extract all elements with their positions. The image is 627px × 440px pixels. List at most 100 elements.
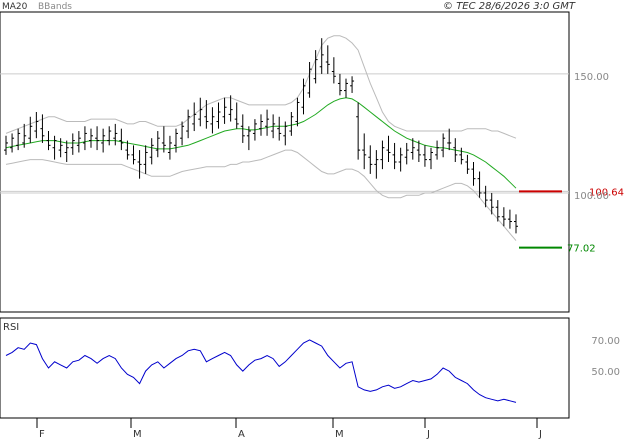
ohlc-bar (507, 209, 512, 229)
ohlc-bar (22, 123, 27, 148)
price-levels: 100.64 77.02 (519, 187, 624, 255)
x-tick-label: J (538, 429, 542, 440)
ohlc-bar (465, 154, 470, 174)
ohlc-bar (174, 128, 178, 153)
ohlc-bar (4, 135, 8, 155)
ohlc-bar (107, 126, 112, 146)
price-tick-label: 150.00 (574, 72, 609, 83)
x-tick-label: F (39, 429, 45, 440)
price-panel-frame (0, 11, 570, 313)
ohlc-bar (514, 214, 518, 234)
ohlc-bar (404, 142, 409, 165)
ohlc-bar (210, 107, 215, 134)
rsi-line (5, 339, 517, 403)
ohlc-bar (70, 133, 75, 155)
ohlc-bar (501, 207, 506, 227)
ohlc-bar (240, 114, 245, 143)
ohlc-bar (441, 133, 446, 158)
ohlc-bar (429, 147, 433, 170)
ohlc-bar (40, 114, 45, 143)
ohlc-bar (319, 38, 324, 74)
ohlc-bar (380, 140, 385, 170)
price-tick-label: 100.00 (574, 191, 609, 202)
x-tick-label: M (133, 429, 142, 440)
ohlc-bar (125, 140, 130, 160)
ohlc-bar (477, 171, 482, 198)
ohlc-bar (28, 116, 33, 143)
price-axis-labels: 150.00 100.00 (574, 72, 609, 202)
ohlc-bar (489, 192, 494, 215)
ohlc-bar (76, 131, 81, 153)
bollinger-bands (5, 35, 517, 241)
ohlc-bar (161, 126, 166, 153)
ohlc-bar (368, 145, 373, 174)
ohlc-bar (10, 133, 15, 153)
ohlc-bar (64, 140, 69, 162)
ohlc-bar (392, 142, 397, 170)
ohlc-bar (435, 140, 440, 160)
ohlc-bar (277, 116, 282, 141)
ohlc-bar (167, 135, 172, 160)
ohlc-bar (295, 97, 300, 127)
bb-lower-line (5, 149, 517, 241)
ohlc-bar (143, 145, 148, 174)
ohlc-bar (374, 150, 379, 179)
rsi-series-line (5, 339, 517, 403)
ohlc-bar (131, 145, 136, 165)
x-tick-label: J (426, 429, 430, 440)
ohlc-bar (137, 150, 142, 179)
ohlc-bar (101, 128, 106, 153)
price-panel: 100.64 77.02 150.00 100.00 (0, 11, 624, 313)
rsi-tick-label: 70.00 (591, 336, 620, 347)
support-level-label: 77.02 (567, 244, 596, 255)
ohlc-bar (398, 147, 403, 172)
rsi-label: RSI (3, 322, 19, 333)
bb-legend-label: BBands (38, 2, 72, 12)
rsi-tick-label: 50.00 (591, 367, 620, 378)
ohlc-bar (155, 131, 160, 158)
ohlc-bar (337, 73, 342, 96)
ohlc-bar (149, 138, 154, 165)
rsi-axis-labels: 70.00 50.00 (591, 336, 620, 378)
ohlc-bar (459, 147, 464, 165)
ohlc-bar (34, 112, 39, 139)
ohlc-bar (259, 114, 263, 136)
x-tick-label: M (335, 429, 344, 440)
ohlc-bar (82, 126, 87, 151)
ohlc-bar (483, 185, 488, 208)
ohlc-bar (180, 121, 185, 146)
x-tick-label: A (238, 429, 245, 440)
ohlc-bar (271, 114, 276, 139)
copyright-label: © TEC 28/6/2026 3:0 GMT (443, 1, 576, 12)
ohlc-bar (331, 57, 336, 84)
ohlc-bar (289, 112, 294, 136)
ohlc-bar (234, 102, 239, 129)
ohlc-bar (246, 126, 251, 151)
ma-legend-label: MA20 (2, 2, 28, 12)
ohlc-bar (89, 128, 93, 148)
ohlc-bar (52, 135, 57, 160)
ohlc-bar (453, 138, 458, 162)
ohlc-bar (58, 138, 63, 158)
ohlc-bar (46, 131, 51, 151)
ohlc-bar (307, 62, 312, 98)
ohlc-bar (471, 162, 476, 186)
ohlc-bar (186, 109, 191, 139)
ohlc-bar (192, 102, 197, 132)
ohlc-bar (416, 140, 421, 162)
ohlc-bar (113, 123, 118, 146)
ohlc-bar (362, 133, 367, 170)
ohlc-bar (301, 78, 306, 115)
ohlc-bar (119, 128, 124, 151)
ohlc-bar (350, 76, 355, 93)
ohlc-bar (283, 121, 288, 146)
bb-upper-line (5, 35, 517, 139)
ohlc-bar (265, 109, 270, 136)
ohlc-bar (222, 97, 227, 124)
ohlc-bar (16, 128, 21, 151)
ohlc-bar (356, 102, 361, 160)
ohlc-bar (495, 200, 500, 222)
